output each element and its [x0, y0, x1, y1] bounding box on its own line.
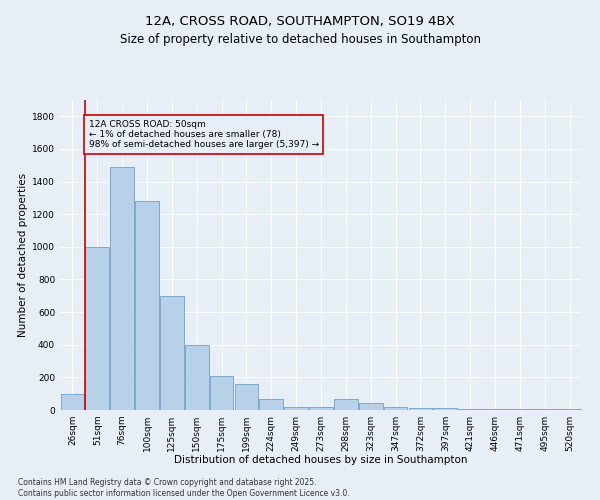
Bar — [259, 398, 283, 410]
Text: Contains HM Land Registry data © Crown copyright and database right 2025.
Contai: Contains HM Land Registry data © Crown c… — [18, 478, 350, 498]
Bar — [185, 344, 209, 410]
Bar — [508, 409, 532, 410]
Bar — [284, 406, 308, 410]
X-axis label: Distribution of detached houses by size in Southampton: Distribution of detached houses by size … — [174, 456, 468, 466]
Bar — [309, 406, 333, 410]
Bar — [135, 201, 159, 410]
Text: 12A CROSS ROAD: 50sqm
← 1% of detached houses are smaller (78)
98% of semi-detac: 12A CROSS ROAD: 50sqm ← 1% of detached h… — [89, 120, 319, 150]
Bar — [359, 402, 383, 410]
Text: 12A, CROSS ROAD, SOUTHAMPTON, SO19 4BX: 12A, CROSS ROAD, SOUTHAMPTON, SO19 4BX — [145, 15, 455, 28]
Bar — [533, 409, 557, 410]
Bar — [483, 409, 507, 410]
Y-axis label: Number of detached properties: Number of detached properties — [18, 173, 28, 337]
Bar — [558, 409, 581, 410]
Bar — [210, 376, 233, 410]
Bar — [235, 384, 258, 410]
Bar — [409, 408, 432, 410]
Bar — [110, 167, 134, 410]
Bar — [61, 394, 84, 410]
Bar — [160, 296, 184, 410]
Bar — [85, 247, 109, 410]
Bar — [384, 406, 407, 410]
Bar — [334, 398, 358, 410]
Text: Size of property relative to detached houses in Southampton: Size of property relative to detached ho… — [119, 32, 481, 46]
Bar — [433, 408, 457, 410]
Bar — [458, 409, 482, 410]
